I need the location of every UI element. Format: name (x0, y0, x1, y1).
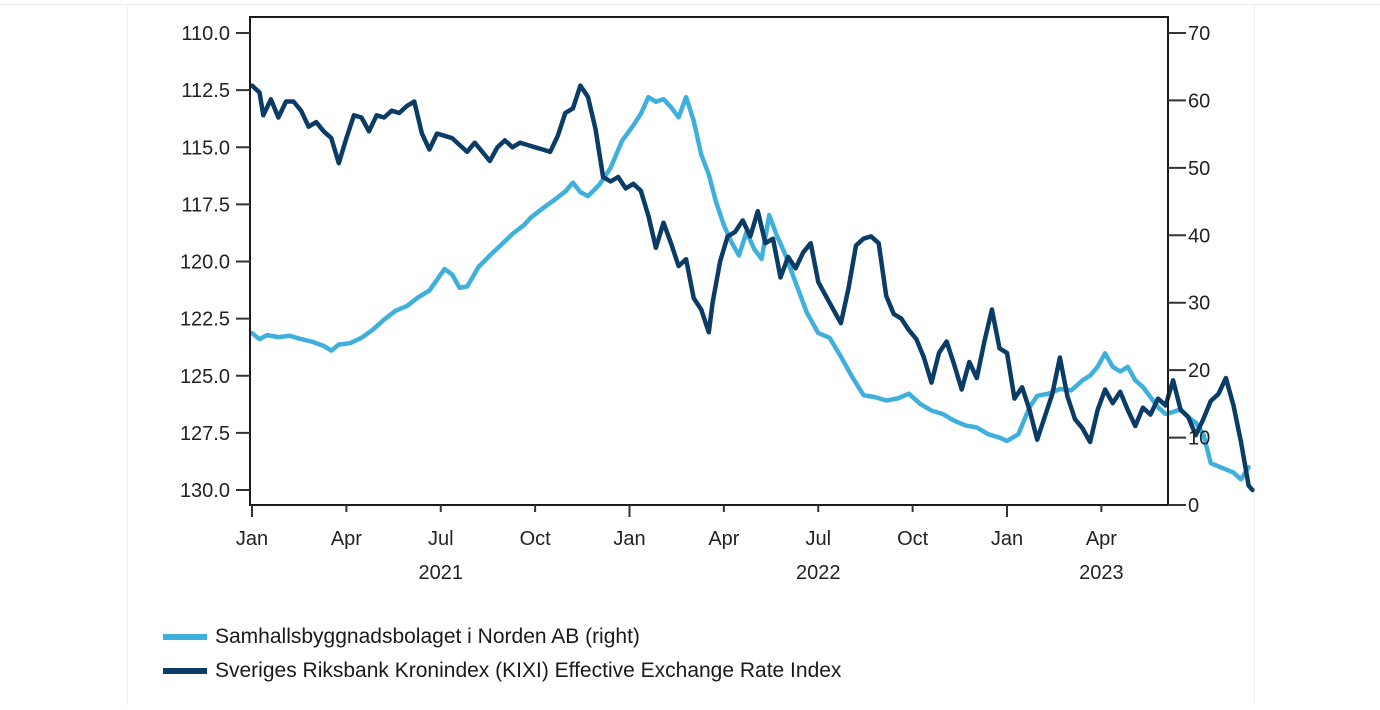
x-tick-label: Jan (991, 528, 1023, 550)
legend-item-kixi: Sveriges Riksbank Kronindex (KIXI) Effec… (163, 654, 841, 688)
x-tick-label: Apr (331, 528, 362, 550)
right-tick-label: 30 (1188, 293, 1210, 315)
top-divider (0, 4, 1380, 5)
x-tick-label: Apr (1086, 528, 1117, 550)
left-divider (127, 5, 128, 705)
legend-label-kixi: Sveriges Riksbank Kronindex (KIXI) Effec… (215, 659, 842, 682)
right-tick-label: 20 (1188, 360, 1210, 382)
left-tick-label: 122.5 (180, 309, 230, 331)
left-tick-label: 110.0 (181, 23, 230, 45)
right-tick-label: 50 (1188, 158, 1210, 180)
right-axis: 0 10 20 30 40 50 60 70 (1168, 23, 1210, 517)
left-tick-label: 125.0 (180, 366, 230, 388)
x-tick-label: Oct (520, 528, 552, 550)
x-tick-label: Jan (613, 528, 645, 550)
legend-label-sbb: Samhallsbyggnadsbolaget i Norden AB (rig… (215, 625, 640, 648)
legend: Samhallsbyggnadsbolaget i Norden AB (rig… (163, 620, 841, 688)
right-divider (1254, 5, 1255, 705)
plot-frame (249, 16, 1169, 506)
legend-item-sbb: Samhallsbyggnadsbolaget i Norden AB (rig… (163, 620, 841, 654)
right-tick-label: 60 (1188, 90, 1210, 112)
chart: 110.0 112.5 115.0 117.5 120.0 122.5 125.0 127.5… (180, 16, 1255, 584)
x-tick-label: Jan (236, 528, 268, 550)
x-axis: Jan Apr Jul Oct Jan Apr Jul Oct Jan Apr 2021 2022 20… (236, 505, 1124, 584)
legend-swatch-kixi (163, 668, 207, 674)
left-tick-label: 120.0 (180, 252, 230, 274)
left-axis: 110.0 112.5 115.0 117.5 120.0 122.5 125.0 127.5… (180, 23, 250, 502)
series-line-sbb (249, 94, 1251, 482)
right-tick-label: 70 (1188, 23, 1210, 45)
left-tick-label: 127.5 (180, 423, 230, 445)
x-tick-label: Jul (805, 528, 831, 550)
series-layer (249, 83, 1255, 493)
left-tick-label: 117.5 (181, 194, 230, 216)
series-line-kixi (249, 83, 1255, 493)
left-tick-label: 130.0 (180, 480, 230, 502)
right-tick-label: 10 (1188, 428, 1210, 450)
right-tick-label: 0 (1188, 495, 1199, 517)
x-tick-label: Oct (897, 528, 929, 550)
right-tick-label: 40 (1188, 225, 1210, 247)
left-tick-label: 112.5 (181, 80, 230, 102)
x-year-label: 2021 (419, 562, 464, 584)
x-tick-label: Apr (708, 528, 739, 550)
left-tick-label: 115.0 (181, 137, 230, 159)
legend-swatch-sbb (163, 634, 207, 640)
x-year-label: 2022 (796, 562, 841, 584)
x-tick-label: Jul (428, 528, 454, 550)
x-year-label: 2023 (1079, 562, 1124, 584)
